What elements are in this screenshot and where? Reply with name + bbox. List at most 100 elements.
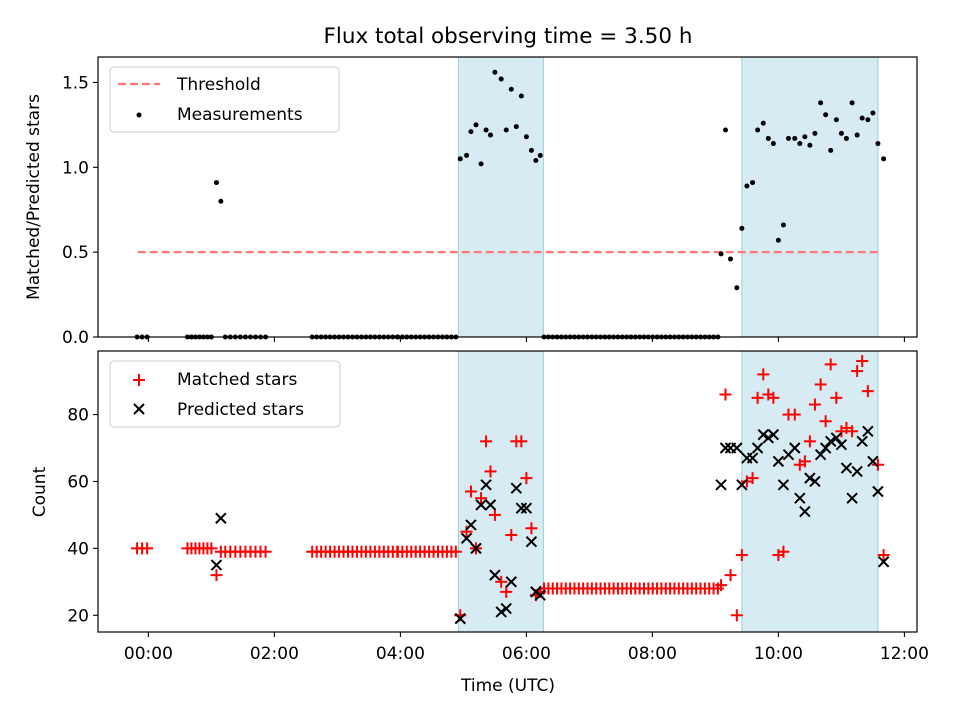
y-tick-label: 1.0 <box>62 158 89 178</box>
predicted-b <box>495 606 507 618</box>
measurement-point <box>345 334 351 340</box>
x-tick-label: 04:00 <box>376 644 425 664</box>
measurement-point <box>823 112 829 118</box>
measurement-point <box>332 334 338 340</box>
predicted-star-point <box>789 442 801 454</box>
measurement-point <box>188 334 194 340</box>
measurement-point <box>218 198 224 204</box>
predicted-b <box>489 569 501 581</box>
predicted-b <box>215 512 227 524</box>
predicted-star-point <box>746 452 759 464</box>
measurement-point <box>812 130 818 136</box>
predicted-star-point <box>824 435 837 448</box>
measurement-point <box>849 100 855 106</box>
matched-star-point <box>846 425 859 438</box>
chart-title: Flux total observing time = 3.50 h <box>324 24 693 49</box>
predicted-b <box>799 505 811 518</box>
measurement-point <box>802 134 808 140</box>
measurement-point <box>775 237 781 243</box>
predicted-b <box>762 432 775 444</box>
measurement-point <box>314 334 320 340</box>
matched-star-point <box>505 528 518 541</box>
matched-star-point <box>515 435 528 448</box>
predicted-star-point <box>475 499 487 511</box>
y-tick-label: 0.0 <box>62 328 89 348</box>
measurement-point <box>671 334 677 340</box>
measurement-point <box>263 334 269 340</box>
measurement-point <box>818 100 824 106</box>
matched-star-point <box>851 365 864 378</box>
measurement-point <box>492 69 498 75</box>
measurement-point <box>589 334 595 340</box>
matched-star-point <box>488 508 501 521</box>
x-tick-label: 00:00 <box>124 644 173 664</box>
measurement-point <box>247 334 253 340</box>
predicted-star-point <box>495 606 507 618</box>
predicted-b <box>877 556 890 568</box>
measurement-point <box>706 334 712 340</box>
measurement-point <box>208 334 214 340</box>
matched-star-point <box>475 492 488 505</box>
measurement-point <box>870 110 876 116</box>
predicted-star-point <box>510 482 523 494</box>
measurement-point <box>667 334 673 340</box>
measurement-point <box>611 334 617 340</box>
predicted-b <box>851 465 863 478</box>
matched-star-point <box>767 391 780 404</box>
x-axis-label: Time (UTC) <box>460 676 555 696</box>
matched-star-point <box>724 569 737 582</box>
measurement-point <box>323 334 329 340</box>
measurement-point <box>408 334 414 340</box>
matched-star-point <box>484 465 497 478</box>
measurement-point <box>585 334 591 340</box>
x-tick-label: 12:00 <box>880 644 929 664</box>
y-tick-label: 40 <box>67 539 89 559</box>
predicted-b <box>500 602 512 615</box>
measurement-point <box>785 135 791 141</box>
measurement-point <box>367 334 373 340</box>
predicted-star-point <box>534 589 546 601</box>
predicted-b <box>840 462 853 474</box>
y-tick-label: 60 <box>67 472 89 492</box>
predicted-star-point <box>840 462 853 474</box>
legend-measurements-label: Measurements <box>177 105 303 125</box>
predicted-star-point <box>731 442 743 454</box>
measurement-point <box>722 127 728 133</box>
matched-star-point <box>757 368 770 381</box>
measurement-point <box>744 183 750 189</box>
matched-star-point <box>819 415 832 428</box>
predicted-b <box>534 589 546 601</box>
measurement-point <box>200 334 206 340</box>
matched-star-point <box>525 522 538 535</box>
measurement-point <box>457 156 463 162</box>
axes-frame <box>97 350 918 633</box>
measurement-point <box>453 334 459 340</box>
measurement-point <box>567 334 573 340</box>
legend-measurements-swatch <box>136 112 142 118</box>
matched-star-point <box>259 545 272 558</box>
measurement-point <box>637 334 643 340</box>
measurement-point <box>615 334 621 340</box>
y-tick-label: 80 <box>67 406 89 426</box>
predicted-star-point <box>470 542 482 555</box>
measurement-point <box>881 156 887 162</box>
legend-matched-label: Matched stars <box>177 370 297 390</box>
predicted-star-point <box>465 519 477 531</box>
predicted-star-point <box>520 502 533 514</box>
measurement-point <box>580 334 586 340</box>
matched-star-point <box>861 385 874 398</box>
measurement-point <box>859 115 865 121</box>
measurement-point <box>439 334 445 340</box>
predicted-b <box>525 535 538 548</box>
measurement-point <box>807 142 813 148</box>
measurement-point <box>711 334 717 340</box>
measurement-point <box>550 334 556 340</box>
predicted-star-point <box>500 602 512 615</box>
matched-star-point <box>735 549 748 562</box>
measurement-point <box>632 334 638 340</box>
predicted-star-point <box>877 556 890 568</box>
matched-star-point <box>871 458 884 471</box>
measurement-point <box>258 334 264 340</box>
predicted-b <box>794 492 806 504</box>
